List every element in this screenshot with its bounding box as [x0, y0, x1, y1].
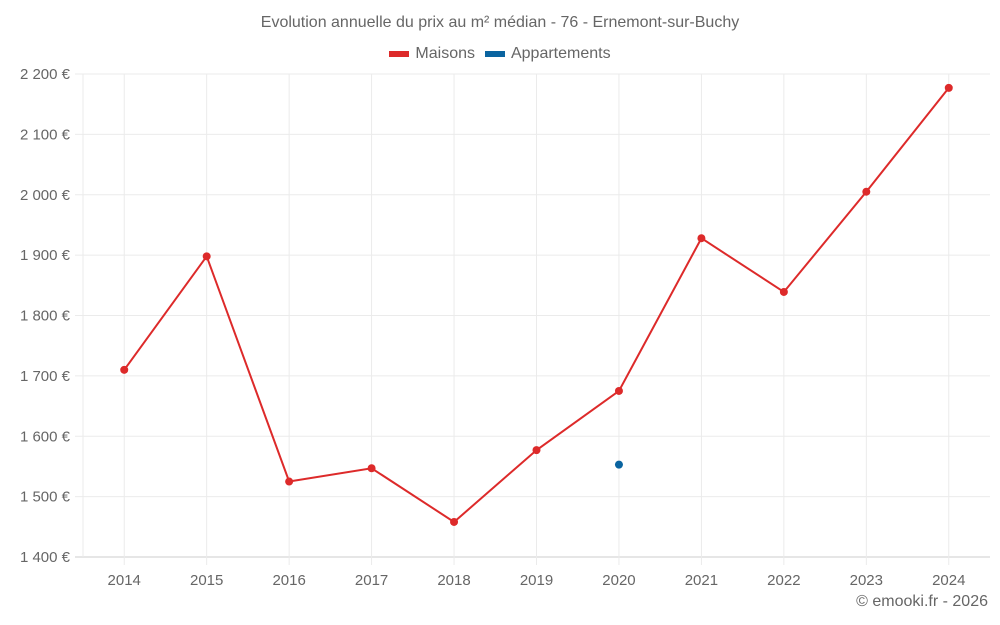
x-tick-label: 2021	[685, 572, 718, 589]
data-point[interactable]	[862, 187, 871, 196]
legend-label: Maisons	[415, 45, 475, 62]
x-tick-label: 2017	[355, 572, 388, 589]
legend: Maisons Appartements	[0, 45, 1000, 63]
data-point[interactable]	[532, 446, 541, 455]
data-point[interactable]	[614, 460, 623, 469]
legend-label: Appartements	[510, 45, 611, 62]
data-point[interactable]	[450, 517, 459, 526]
y-tick-label: 1 400 €	[20, 549, 71, 566]
x-tick-label: 2020	[602, 572, 635, 589]
x-tick-label: 2015	[190, 572, 223, 589]
data-point[interactable]	[285, 477, 294, 486]
data-point[interactable]	[367, 464, 376, 473]
x-tick-label: 2023	[850, 572, 883, 589]
y-tick-label: 2 100 €	[20, 126, 71, 143]
y-tick-label: 1 500 €	[20, 489, 71, 506]
data-point[interactable]	[120, 365, 129, 374]
y-tick-label: 1 600 €	[20, 428, 71, 445]
credit-text: © emooki.fr - 2026	[856, 593, 988, 610]
y-tick-label: 1 700 €	[20, 368, 71, 385]
x-tick-label: 2018	[437, 572, 470, 589]
legend-item-maisons[interactable]: Maisons	[389, 45, 475, 63]
y-tick-label: 2 200 €	[20, 66, 71, 83]
maisons-swatch-icon	[389, 51, 410, 57]
x-tick-label: 2019	[520, 572, 553, 589]
data-point[interactable]	[614, 386, 623, 395]
data-point[interactable]	[944, 83, 953, 92]
chart-title: Evolution annuelle du prix au m² médian …	[260, 14, 740, 31]
data-point[interactable]	[697, 234, 706, 243]
appartements-swatch-icon	[484, 51, 505, 57]
y-tick-label: 1 900 €	[20, 247, 71, 264]
data-point[interactable]	[202, 252, 211, 261]
y-tick-label: 2 000 €	[20, 187, 71, 204]
x-tick-label: 2024	[932, 572, 965, 589]
y-tick-label: 1 800 €	[20, 308, 71, 325]
x-tick-label: 2016	[272, 572, 305, 589]
data-point[interactable]	[779, 287, 788, 296]
x-tick-label: 2014	[108, 572, 141, 589]
x-tick-label: 2022	[767, 572, 800, 589]
legend-item-appartements[interactable]: Appartements	[484, 45, 611, 63]
